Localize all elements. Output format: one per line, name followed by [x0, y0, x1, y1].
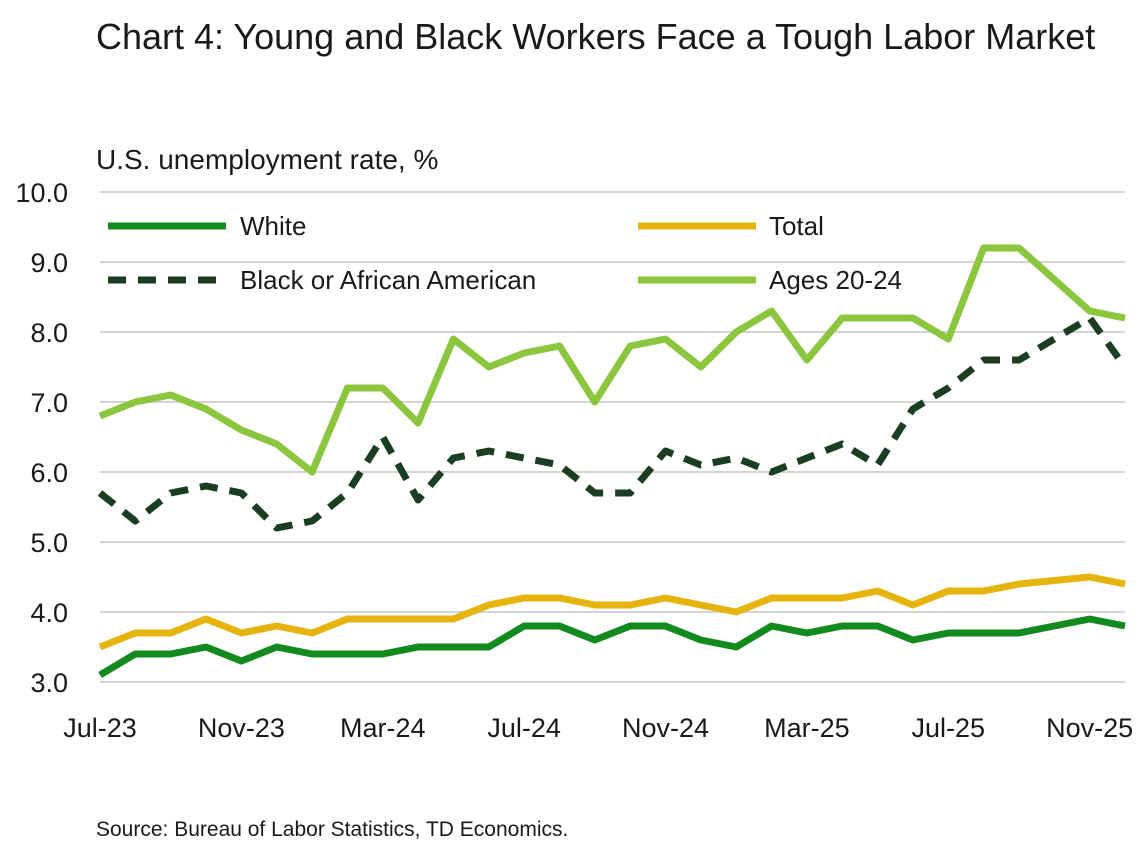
y-axis-unit-label: U.S. unemployment rate, %: [96, 144, 439, 175]
x-tick-label: Mar-24: [340, 713, 426, 743]
legend-label-total: Total: [769, 211, 824, 241]
x-tick-label: Jul-25: [912, 713, 986, 743]
series-line-white: [98, 615, 1126, 679]
source-note: Source: Bureau of Labor Statistics, TD E…: [96, 818, 569, 841]
y-tick-label: 9.0: [30, 248, 68, 278]
series-line-total: [98, 573, 1126, 651]
y-tick-label: 4.0: [30, 598, 68, 628]
legend-label-black-or-african-american: Black or African American: [240, 265, 536, 295]
chart-title: Chart 4: Young and Black Workers Face a …: [96, 16, 1096, 57]
legend-label-white: White: [240, 211, 306, 241]
x-tick-label: Nov-23: [198, 713, 285, 743]
x-tick-label: Nov-25: [1046, 713, 1133, 743]
y-tick-label: 5.0: [30, 528, 68, 558]
y-tick-label: 7.0: [30, 388, 68, 418]
x-tick-label: Nov-24: [622, 713, 709, 743]
y-tick-label: 6.0: [30, 458, 68, 488]
y-tick-label: 10.0: [15, 178, 68, 208]
y-tick-label: 3.0: [30, 668, 68, 698]
x-tick-label: Mar-25: [764, 713, 850, 743]
x-tick-label: Jul-23: [63, 713, 137, 743]
legend-label-ages-20-24: Ages 20-24: [769, 265, 902, 295]
series-line-ages-20-24: [98, 244, 1126, 476]
y-tick-label: 8.0: [30, 318, 68, 348]
x-tick-label: Jul-24: [487, 713, 561, 743]
series-line-black-or-african-american: [97, 314, 1128, 532]
